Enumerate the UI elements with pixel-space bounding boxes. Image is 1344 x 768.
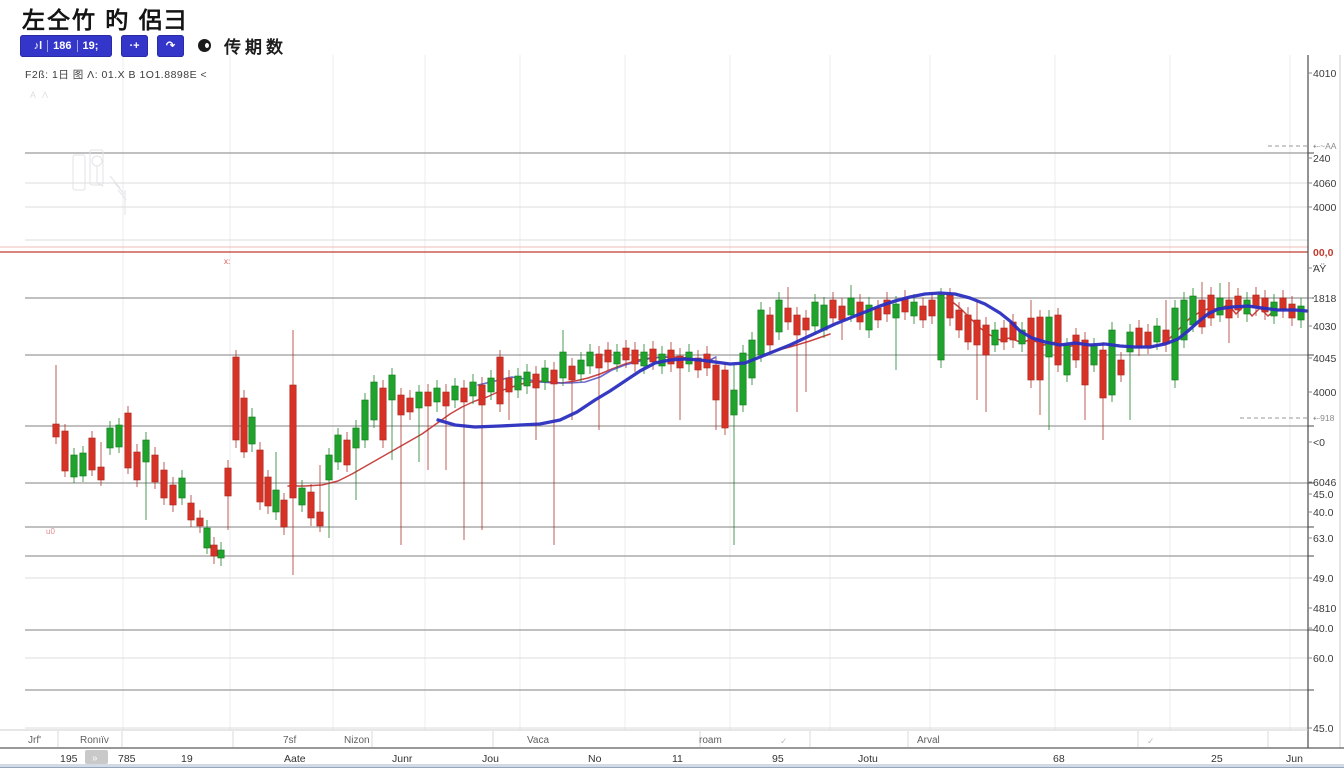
svg-text:95: 95 xyxy=(772,753,784,765)
svg-text:x:: x: xyxy=(224,257,230,266)
legend-watermark: A Λ xyxy=(30,90,51,100)
svg-text:Jun: Jun xyxy=(1286,753,1303,765)
svg-text:4060: 4060 xyxy=(1313,178,1337,190)
page-title: 左仝竹 旳 侶彐 xyxy=(22,7,189,33)
svg-text:40.0: 40.0 xyxy=(1313,507,1334,519)
price-axis[interactable]: 401024040604000ΆΫ1818403040454000<060464… xyxy=(1307,55,1341,748)
toolbar: ♪l 186 19; ·+ ↷ 传期数 xyxy=(20,33,287,58)
svg-text:7sf: 7sf xyxy=(283,735,297,746)
svg-text:⇠918: ⇠918 xyxy=(1313,413,1335,423)
undo-button[interactable]: ↷ xyxy=(157,34,184,57)
svg-text:4045: 4045 xyxy=(1313,353,1337,365)
timeframe-seg-1: ♪l xyxy=(33,39,43,52)
svg-text:45.0: 45.0 xyxy=(1313,489,1334,501)
svg-text:Jotu: Jotu xyxy=(858,753,878,765)
alert-lines xyxy=(0,246,1308,253)
svg-text:4030: 4030 xyxy=(1313,321,1337,333)
timeframe-seg-3: 19; xyxy=(76,39,104,52)
gridlines xyxy=(25,55,1308,730)
ghost-sketch xyxy=(72,149,127,215)
scroll-thumb[interactable]: » xyxy=(85,750,108,764)
svg-text:00,0: 00,0 xyxy=(1313,247,1334,259)
svg-text:195: 195 xyxy=(60,753,78,765)
time-axis[interactable]: Jrf' Ronıïv 7sf Nizon Vaca roam Arval ✓ ✓ 195 785 1… xyxy=(0,729,1344,765)
svg-text:240: 240 xyxy=(1313,153,1331,165)
svg-text:4000: 4000 xyxy=(1313,202,1337,214)
svg-text:roam: roam xyxy=(699,735,722,746)
svg-text:60.0: 60.0 xyxy=(1313,653,1334,665)
add-indicator-button[interactable]: ·+ xyxy=(121,34,148,57)
svg-text:785: 785 xyxy=(118,753,136,765)
svg-text:⇠~AA: ⇠~AA xyxy=(1313,141,1337,151)
svg-text:Nizon: Nizon xyxy=(344,735,370,746)
footer-strip xyxy=(0,764,1344,768)
svg-text:Aate: Aate xyxy=(284,753,306,765)
svg-text:19: 19 xyxy=(181,753,193,765)
annotations: u0 x: xyxy=(46,257,230,536)
indicator-legend: F2ß: 1日 图 Λ: 01.X B 1O1.8898E < xyxy=(25,69,208,81)
candles-layer xyxy=(52,282,1305,575)
timeframe-seg-2: 186 xyxy=(47,39,76,52)
svg-text:✓: ✓ xyxy=(780,736,788,746)
svg-text:Arval: Arval xyxy=(917,735,940,746)
ma-slow-blue-line xyxy=(436,291,1309,429)
svg-text:No: No xyxy=(588,753,602,765)
svg-text:Vaca: Vaca xyxy=(527,735,549,746)
svg-text:11: 11 xyxy=(672,753,683,765)
svg-text:63.0: 63.0 xyxy=(1313,533,1334,545)
timeframe-button[interactable]: ♪l 186 19; xyxy=(20,34,112,57)
svg-text:ΆΫ: ΆΫ xyxy=(1313,263,1326,275)
svg-text:25: 25 xyxy=(1211,753,1223,765)
svg-text:u0: u0 xyxy=(46,527,55,536)
record-dot-icon[interactable] xyxy=(198,39,211,52)
svg-text:4810: 4810 xyxy=(1313,603,1337,615)
svg-text:<0: <0 xyxy=(1313,437,1325,449)
svg-text:45.0: 45.0 xyxy=(1313,723,1334,735)
toolbar-menu-label: 传期数 xyxy=(224,38,287,57)
svg-text:✓: ✓ xyxy=(1147,736,1155,746)
svg-text:Jrf': Jrf' xyxy=(28,735,41,746)
svg-text:68: 68 xyxy=(1053,753,1065,765)
svg-text:6046: 6046 xyxy=(1313,477,1337,489)
svg-text:»: » xyxy=(92,753,98,764)
svg-text:Junr: Junr xyxy=(392,753,413,765)
svg-text:4000: 4000 xyxy=(1313,387,1337,399)
svg-text:Jou: Jou xyxy=(482,753,499,765)
svg-text:40.0: 40.0 xyxy=(1313,623,1334,635)
svg-text:4010: 4010 xyxy=(1313,68,1337,80)
price-markers: ⇠~AA ⇠918 xyxy=(1240,141,1337,423)
svg-text:1818: 1818 xyxy=(1313,293,1337,305)
svg-text:49.0: 49.0 xyxy=(1313,573,1334,585)
svg-text:Ronıïv: Ronıïv xyxy=(80,735,109,746)
